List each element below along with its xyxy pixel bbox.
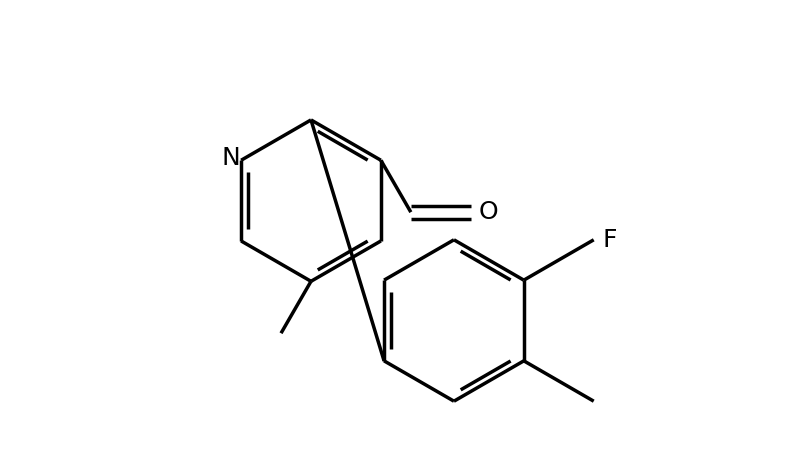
Text: O: O <box>479 200 499 224</box>
Text: N: N <box>221 146 240 170</box>
Text: F: F <box>602 228 616 252</box>
